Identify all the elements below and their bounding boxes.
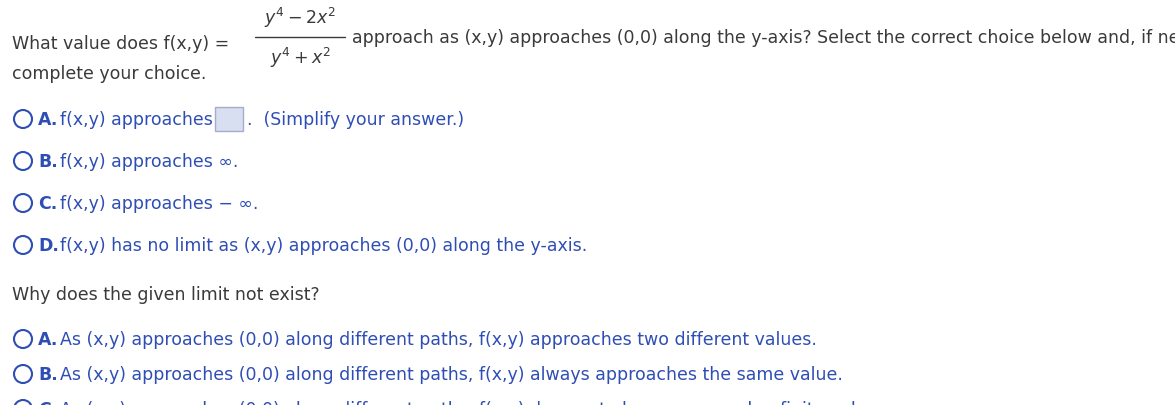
Text: B.: B. — [38, 153, 58, 171]
FancyBboxPatch shape — [215, 108, 243, 132]
Text: f(x,y) approaches ∞.: f(x,y) approaches ∞. — [60, 153, 239, 171]
Text: As (x,y) approaches (0,0) along different paths, f(x,y) does not always approach: As (x,y) approaches (0,0) along differen… — [60, 400, 884, 405]
Text: A.: A. — [38, 330, 59, 348]
Text: As (x,y) approaches (0,0) along different paths, f(x,y) always approaches the sa: As (x,y) approaches (0,0) along differen… — [60, 365, 842, 383]
Text: B.: B. — [38, 365, 58, 383]
Text: As (x,y) approaches (0,0) along different paths, f(x,y) approaches two different: As (x,y) approaches (0,0) along differen… — [60, 330, 817, 348]
Text: .  (Simplify your answer.): . (Simplify your answer.) — [247, 111, 464, 129]
Text: A.: A. — [38, 111, 59, 129]
Text: complete your choice.: complete your choice. — [12, 65, 207, 83]
Text: approach as (x,y) approaches (0,0) along the y-axis? Select the correct choice b: approach as (x,y) approaches (0,0) along… — [352, 29, 1175, 47]
Text: What value does f(x,y) =: What value does f(x,y) = — [12, 35, 229, 53]
Text: C.: C. — [38, 194, 58, 213]
Text: $y^4+x^2$: $y^4+x^2$ — [269, 46, 330, 70]
Text: f(x,y) has no limit as (x,y) approaches (0,0) along the y-axis.: f(x,y) has no limit as (x,y) approaches … — [60, 237, 588, 254]
Text: f(x,y) approaches: f(x,y) approaches — [60, 111, 213, 129]
Text: C.: C. — [38, 400, 58, 405]
Text: Why does the given limit not exist?: Why does the given limit not exist? — [12, 285, 320, 303]
Text: f(x,y) approaches − ∞.: f(x,y) approaches − ∞. — [60, 194, 258, 213]
Text: D.: D. — [38, 237, 59, 254]
Text: $y^4-2x^2$: $y^4-2x^2$ — [264, 6, 336, 30]
